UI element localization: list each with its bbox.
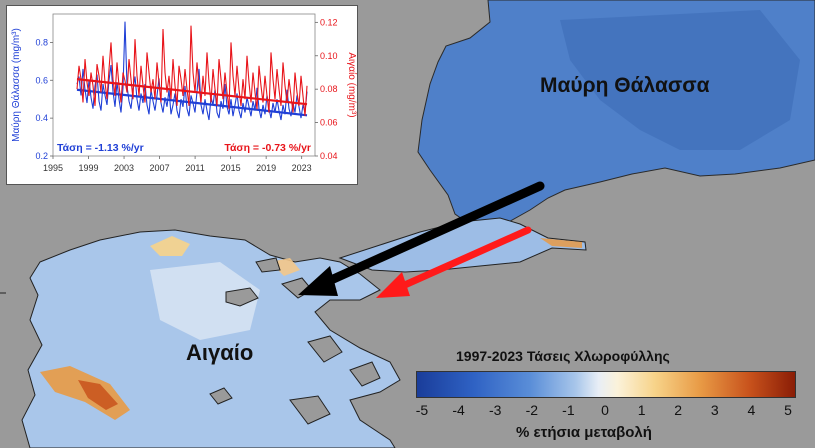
warm-patch-north [150, 236, 190, 256]
time-series-inset: 1995 1999 2003 2007 2011 2015 2019 2023 0.2 0.4 0… [6, 5, 358, 185]
x-tick-label: 2011 [185, 163, 204, 173]
aegean-label: Αιγαίο [186, 340, 254, 365]
colorbar-tick-label: -3 [488, 402, 502, 418]
colorbar [416, 371, 796, 398]
x-tick-label: 2019 [256, 163, 276, 173]
right-y-tick-label: 0.06 [320, 118, 338, 128]
black-sea-outflow-arrow [298, 181, 545, 296]
left-y-axis-label: Μαύρη Θάλασσα (mg/m³) [10, 28, 22, 142]
black-sea-trend-label: Τάση = -1.13 %/yr [57, 142, 144, 154]
colorbar-tick-label: 5 [784, 402, 792, 418]
colorbar-tick-label: 1 [637, 402, 646, 418]
x-tick-label: 2023 [292, 163, 312, 173]
colorbar-tick-label: 3 [710, 402, 719, 418]
x-tick-label: 2003 [114, 163, 134, 173]
x-axis-ticks: 1995 1999 2003 2007 2011 2015 2019 2023 [43, 156, 312, 173]
colorbar-tick-label: 2 [674, 402, 683, 418]
left-y-tick-label: 0.8 [35, 37, 48, 47]
series-line-1 [76, 25, 308, 116]
aegean-trend-label: Τάση = -0.73 %/yr [224, 142, 311, 154]
right-y-tick-label: 0.08 [320, 84, 338, 94]
x-tick-label: 1999 [79, 163, 99, 173]
island [209, 387, 233, 405]
marmara-flow-arrow [376, 226, 532, 298]
colorbar-label: % ετήσια μεταβολή [516, 424, 652, 441]
warm-patch-south [78, 380, 118, 410]
island [307, 335, 343, 363]
colorbar-tick-label: -2 [525, 402, 539, 418]
legend-title: 1997-2023 Τάσεις Χλωροφύλλης [456, 348, 670, 364]
x-tick-label: 2007 [150, 163, 170, 173]
island [349, 361, 381, 387]
island [225, 287, 259, 307]
right-y-tick-label: 0.10 [320, 51, 338, 61]
aegean-light-patch [150, 262, 260, 340]
right-y-tick-label: 0.04 [320, 151, 338, 161]
black-sea-label: Μαύρη Θάλασσα [540, 74, 710, 97]
time-series-chart: 1995 1999 2003 2007 2011 2015 2019 2023 0.20.40… [10, 13, 357, 173]
black-sea-shade [560, 10, 800, 150]
colorbar-tick-label: 4 [747, 402, 756, 418]
x-tick-label: 2015 [221, 163, 241, 173]
series-group [76, 21, 308, 121]
colorbar-tick-label: -1 [562, 402, 575, 418]
trend-line-1 [76, 78, 308, 106]
warm-patch-marmara [540, 238, 582, 248]
colorbar-tick-label: -4 [452, 402, 465, 418]
right-y-axis-ticks: 0.04 0.06 0.08 0.10 0.12 [315, 17, 338, 161]
colorbar-tick-label: -5 [415, 402, 429, 418]
colorbar-tick-label: 0 [601, 402, 609, 418]
left-y-tick-label: 0.6 [35, 75, 48, 85]
x-tick-label: 1995 [43, 163, 63, 173]
island [255, 257, 281, 273]
island [289, 395, 331, 425]
right-y-axis-label: Αιγαίο (mg/m³) [346, 52, 357, 117]
left-y-axis-ticks: 0.2 0.4 0.6 0.8 [35, 37, 53, 161]
right-y-tick-label: 0.12 [320, 17, 338, 27]
left-y-tick-label: 0.4 [35, 113, 48, 123]
left-y-tick-label: 0.2 [35, 151, 48, 161]
